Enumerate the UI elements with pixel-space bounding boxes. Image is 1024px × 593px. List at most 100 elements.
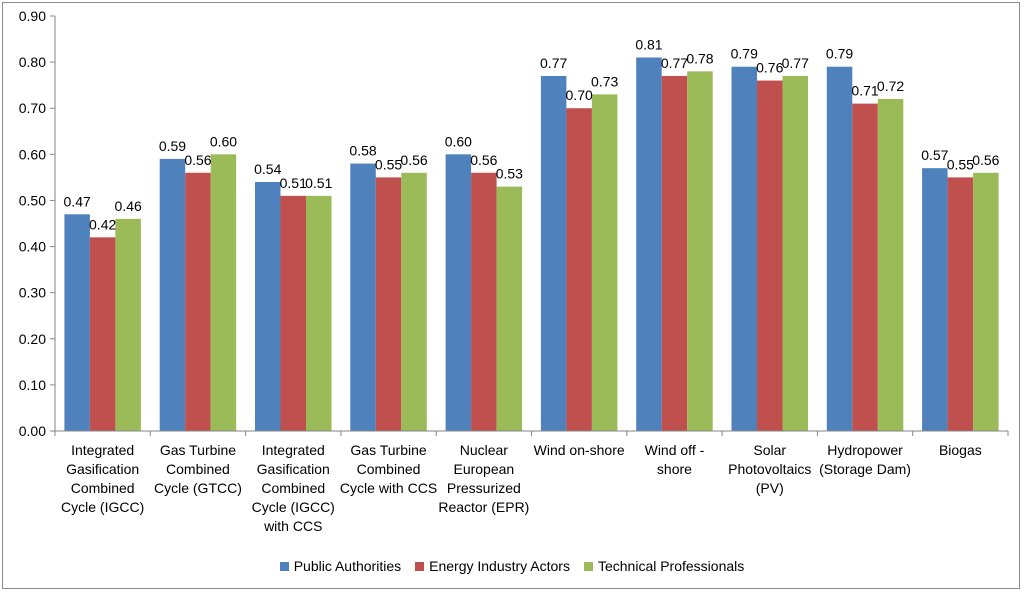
data-label: 0.56 bbox=[470, 152, 497, 168]
y-tick-label: 0.80 bbox=[19, 54, 46, 70]
data-label: 0.73 bbox=[591, 73, 618, 89]
bar-technical-professionals bbox=[401, 172, 427, 431]
y-tick-label: 0.10 bbox=[19, 377, 46, 393]
data-label: 0.81 bbox=[635, 37, 662, 53]
y-tick-label: 0.20 bbox=[19, 331, 46, 347]
bar-energy-industry-actors bbox=[185, 172, 211, 431]
bar-technical-professionals bbox=[210, 154, 237, 432]
data-label: 0.55 bbox=[947, 156, 974, 172]
data-label: 0.70 bbox=[566, 87, 593, 103]
bar-technical-professionals bbox=[591, 94, 618, 431]
bar-technical-professionals bbox=[306, 195, 332, 431]
bar-energy-industry-actors bbox=[566, 108, 592, 431]
bar-public-authorities bbox=[159, 158, 186, 431]
data-label: 0.77 bbox=[540, 55, 567, 71]
data-label: 0.46 bbox=[115, 198, 142, 214]
data-label: 0.51 bbox=[305, 175, 332, 191]
bar-public-authorities bbox=[255, 182, 281, 431]
x-category-label: Hydropower (Storage Dam) bbox=[819, 442, 911, 477]
bar-energy-industry-actors bbox=[471, 172, 497, 431]
bars bbox=[64, 57, 999, 432]
bar-public-authorities bbox=[540, 75, 567, 431]
bar-technical-professionals bbox=[687, 71, 713, 431]
x-category-line: Gasification bbox=[257, 461, 330, 477]
data-label: 0.78 bbox=[686, 50, 713, 66]
y-tick-label: 0.60 bbox=[19, 146, 46, 162]
x-category-line: Integrated bbox=[71, 442, 134, 458]
legend-label: Public Authorities bbox=[293, 558, 402, 574]
x-category-line: Photovoltaics bbox=[728, 461, 811, 477]
bar-technical-professionals bbox=[496, 186, 523, 431]
legend-swatch bbox=[583, 561, 593, 571]
x-category-line: Gasification bbox=[66, 461, 139, 477]
x-category-label: Gas Turbine Combined Cycle with CCS bbox=[340, 442, 437, 496]
bar-energy-industry-actors bbox=[947, 177, 974, 431]
x-category-line: Wind off - bbox=[645, 442, 705, 458]
y-tick-label: 0.90 bbox=[19, 8, 46, 24]
x-category-line: Wind on-shore bbox=[534, 442, 625, 458]
x-category-line: Reactor (EPR) bbox=[438, 499, 529, 515]
data-label: 0.58 bbox=[349, 143, 376, 159]
legend-label: Technical Professionals bbox=[597, 558, 745, 574]
legend-swatch bbox=[415, 561, 425, 571]
data-label: 0.56 bbox=[972, 152, 999, 168]
data-label: 0.51 bbox=[280, 175, 307, 191]
data-label: 0.54 bbox=[254, 161, 281, 177]
legend-item: Technical Professionals bbox=[583, 558, 745, 574]
data-label: 0.57 bbox=[921, 147, 948, 163]
x-category-line: Combined bbox=[261, 480, 325, 496]
bar-technical-professionals bbox=[877, 99, 904, 431]
x-axis: Integrated Gasification Combined Cycle (IGC… bbox=[54, 430, 1009, 534]
y-tick-label: 0.00 bbox=[19, 423, 46, 439]
x-category-label: Solar Photovoltaics (PV) bbox=[728, 442, 811, 496]
x-category-line: Cycle with CCS bbox=[340, 480, 437, 496]
bar-public-authorities bbox=[445, 154, 472, 432]
data-label: 0.77 bbox=[782, 55, 809, 71]
legend: Public Authorities Energy Industry Actors… bbox=[0, 556, 1024, 576]
x-category-line: Biogas bbox=[939, 442, 982, 458]
x-category-line: Combined bbox=[166, 461, 230, 477]
y-tick-label: 0.30 bbox=[19, 285, 46, 301]
bar-energy-industry-actors bbox=[280, 195, 306, 431]
data-label: 0.47 bbox=[64, 193, 91, 209]
x-category-label: Nuclear European Pressurized Reactor (EPR) bbox=[438, 442, 529, 515]
y-tick-label: 0.70 bbox=[19, 100, 46, 116]
data-label: 0.59 bbox=[159, 138, 186, 154]
x-category-line: shore bbox=[657, 461, 692, 477]
x-category-line: Combined bbox=[357, 461, 421, 477]
x-category-label: Integrated Gasification Combined Cycle (IGC… bbox=[252, 442, 335, 534]
data-label: 0.79 bbox=[731, 46, 758, 62]
x-category-line: Pressurized bbox=[447, 480, 521, 496]
bar-public-authorities bbox=[636, 57, 662, 431]
legend-swatch bbox=[279, 561, 289, 571]
bar-public-authorities bbox=[350, 163, 376, 432]
data-label: 0.55 bbox=[375, 156, 402, 172]
data-labels: 0.470.420.460.590.560.600.540.510.510.58… bbox=[64, 37, 1000, 233]
data-label: 0.72 bbox=[877, 78, 904, 94]
bar-public-authorities bbox=[922, 168, 948, 431]
x-category-label: Integrated Gasification Combined Cycle (IGC… bbox=[61, 442, 144, 515]
data-label: 0.60 bbox=[445, 133, 472, 149]
data-label: 0.56 bbox=[400, 152, 427, 168]
legend-label: Energy Industry Actors bbox=[429, 558, 570, 574]
x-category-line: Combined bbox=[71, 480, 135, 496]
bar-technical-professionals bbox=[782, 75, 808, 431]
y-tick-label: 0.40 bbox=[19, 239, 46, 255]
data-label: 0.42 bbox=[89, 216, 116, 232]
x-category-line: Gas Turbine bbox=[350, 442, 426, 458]
y-tick-label: 0.50 bbox=[19, 192, 46, 208]
x-category-line: European bbox=[453, 461, 514, 477]
x-category-line: Solar bbox=[753, 442, 786, 458]
x-category-line: Cycle (GTCC) bbox=[154, 480, 242, 496]
data-label: 0.79 bbox=[826, 46, 853, 62]
x-category-label: Wind on-shore bbox=[534, 442, 625, 458]
x-category-line: Cycle (IGCC) bbox=[61, 499, 144, 515]
bar-energy-industry-actors bbox=[661, 75, 688, 431]
x-category-line: Nuclear bbox=[460, 442, 509, 458]
bar-technical-professionals bbox=[973, 172, 999, 431]
data-label: 0.53 bbox=[496, 166, 523, 182]
x-category-line: Gas Turbine bbox=[160, 442, 236, 458]
data-label: 0.77 bbox=[661, 55, 688, 71]
bar-technical-professionals bbox=[115, 218, 141, 431]
data-label: 0.76 bbox=[756, 60, 783, 76]
